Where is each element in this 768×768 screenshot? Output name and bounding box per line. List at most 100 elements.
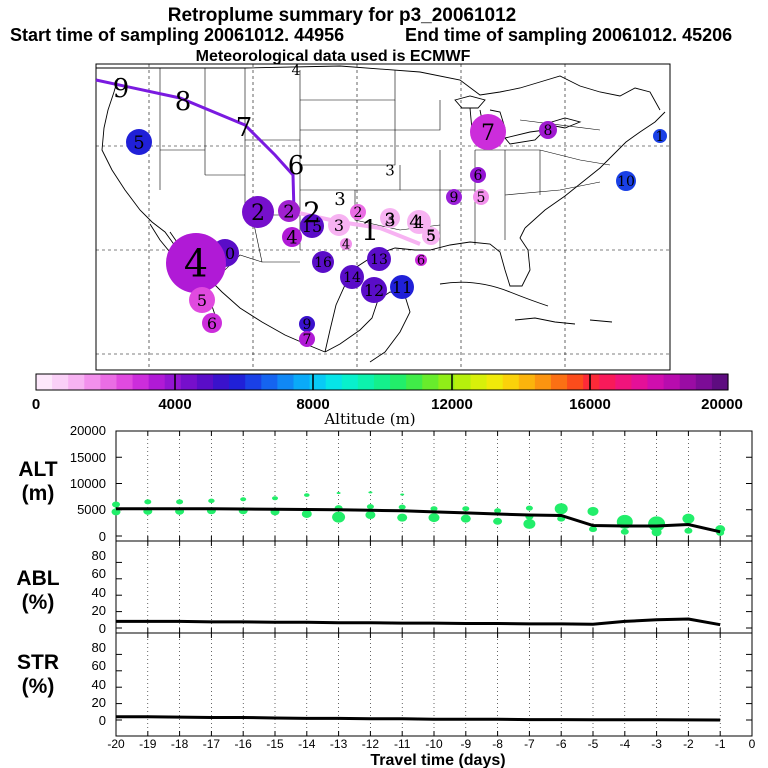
x-tick-label: -1 xyxy=(715,737,726,751)
colorbar-segment xyxy=(454,374,472,390)
alt-cluster-point xyxy=(523,518,536,529)
cluster-circle xyxy=(300,214,324,238)
str-panel-unit: (%) xyxy=(22,675,55,698)
cluster-circle xyxy=(422,227,440,245)
x-tick-label: -15 xyxy=(266,737,284,751)
colorbar-tick-16000: 16000 xyxy=(569,396,611,413)
alt-cluster-point xyxy=(684,527,693,534)
altitude-colorbar: 0 4000 8000 12000 16000 20000 Altitude (… xyxy=(32,373,743,428)
colorbar-segment xyxy=(293,374,311,390)
cluster-circle xyxy=(415,254,427,266)
cluster-circle xyxy=(407,210,431,234)
colorbar-segment xyxy=(518,374,536,390)
met-data-line: Meteorological data used is ECMWF xyxy=(196,48,471,65)
colorbar-segment xyxy=(390,374,407,390)
x-tick-label: -9 xyxy=(460,737,471,751)
cluster-label: 5 xyxy=(477,190,486,206)
alt-cluster-point xyxy=(651,528,662,537)
alt-panel-label: ALT xyxy=(18,458,57,481)
colorbar-tick-12000: 12000 xyxy=(431,396,473,413)
colorbar-segment xyxy=(84,374,101,390)
colorbar-segment xyxy=(422,374,439,390)
main-trajectory-line xyxy=(95,78,296,213)
colorbar-segment xyxy=(309,374,327,390)
x-tick-label: -11 xyxy=(394,737,411,751)
colorbar-segment xyxy=(180,374,198,390)
colorbar-segment xyxy=(550,374,568,390)
cluster-circle xyxy=(446,189,462,205)
cluster-circle xyxy=(299,331,315,347)
cluster-circle xyxy=(361,277,387,303)
traj-label-8: 8 xyxy=(175,87,192,117)
cluster-label: 7 xyxy=(303,332,312,348)
cluster-label: 7 xyxy=(481,121,495,146)
colorbar-segment xyxy=(373,374,391,390)
str-ytick-20: 20 xyxy=(92,695,106,710)
alt-cluster-point xyxy=(144,499,152,505)
x-tick-label: -18 xyxy=(171,737,189,751)
cluster-label: 9 xyxy=(450,190,459,206)
colorbar-segment xyxy=(341,374,359,390)
figure-title: Retroplume summary for p3_20061012 xyxy=(168,5,517,26)
alt-cluster-point xyxy=(554,503,568,515)
colorbar-segment xyxy=(325,374,343,390)
cluster-label: 10 xyxy=(617,174,635,190)
abl-ytick-80: 80 xyxy=(92,548,106,563)
traj-label-9: 9 xyxy=(113,74,130,104)
x-tick-label: -13 xyxy=(330,737,348,751)
x-tick-label: 0 xyxy=(749,737,756,751)
cluster-label: 9 xyxy=(303,317,312,333)
cluster-label: 4 xyxy=(184,242,208,286)
str-panel-label: STR xyxy=(17,651,59,674)
colorbar-segment xyxy=(229,374,246,390)
colorbar-segment xyxy=(438,374,456,390)
colorbar-segment xyxy=(583,374,600,390)
cluster-label: 6 xyxy=(417,254,425,269)
lower-label-3b: 3 xyxy=(384,210,395,231)
alt-cluster-point xyxy=(589,526,597,533)
lower-label-2: 2 xyxy=(303,196,321,229)
alt-cluster-point xyxy=(462,506,470,512)
colorbar-segment xyxy=(148,374,166,390)
traj-label-6: 6 xyxy=(288,151,305,181)
cluster-label: 5 xyxy=(427,229,436,245)
alt-ytick-10000: 10000 xyxy=(70,476,106,491)
cluster-circle xyxy=(616,171,636,191)
alt-panel-unit: (m) xyxy=(22,482,55,505)
cluster-circle xyxy=(340,265,364,289)
x-tick-label: -2 xyxy=(683,737,694,751)
abl-ytick-0: 0 xyxy=(99,621,106,636)
x-tick-label: -19 xyxy=(139,737,157,751)
colorbar-segment xyxy=(132,374,150,390)
abl-ytick-20: 20 xyxy=(92,603,106,618)
alt-yticks: 20000 15000 10000 5000 0 xyxy=(70,423,106,544)
alt-ytick-15000: 15000 xyxy=(70,450,106,465)
cluster-circle xyxy=(328,214,350,236)
alt-cluster-point xyxy=(176,499,184,505)
cluster-circle xyxy=(653,129,667,143)
series-line-0 xyxy=(116,507,721,534)
colorbar-segment xyxy=(357,374,375,390)
lower-label-1: 1 xyxy=(361,214,379,247)
colorbar-segments xyxy=(36,374,729,390)
colorbar-segment xyxy=(567,374,584,390)
series-line-2 xyxy=(116,715,721,722)
alt-ytick-20000: 20000 xyxy=(70,423,106,438)
cluster-circle xyxy=(166,233,226,293)
str-ytick-60: 60 xyxy=(92,658,106,673)
colorbar-segment xyxy=(277,374,295,390)
colorbar-segment xyxy=(68,374,85,390)
cluster-circle xyxy=(126,129,152,155)
cluster-circle xyxy=(380,208,400,228)
cluster-label: 3 xyxy=(334,216,344,235)
x-tick-label: -5 xyxy=(588,737,599,751)
time-series-panels: -20 -19 -18 -17 -16 -15 -14 -13 -12 -11 -10 -9 -8 -7-… xyxy=(107,430,756,751)
colorbar-segment xyxy=(116,374,134,390)
cluster-circle xyxy=(473,189,489,205)
cluster-label: 16 xyxy=(314,255,332,271)
colorbar-segment xyxy=(647,374,665,390)
alt-cluster-point xyxy=(112,501,120,508)
alt-cluster-point xyxy=(398,504,406,510)
